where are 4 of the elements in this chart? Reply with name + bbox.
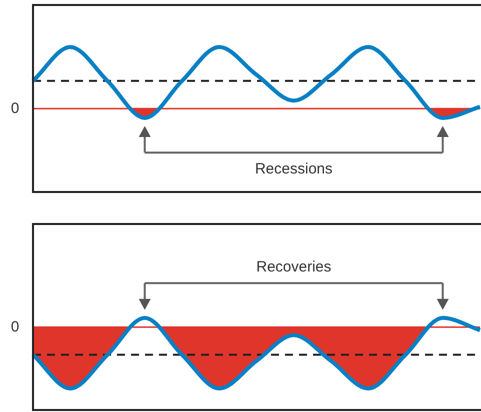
ref-line-label: 0 [10,318,20,336]
text: Recoveries [256,258,332,276]
ref-line-label: 0 [10,100,20,117]
text: Recessions [254,160,333,178]
